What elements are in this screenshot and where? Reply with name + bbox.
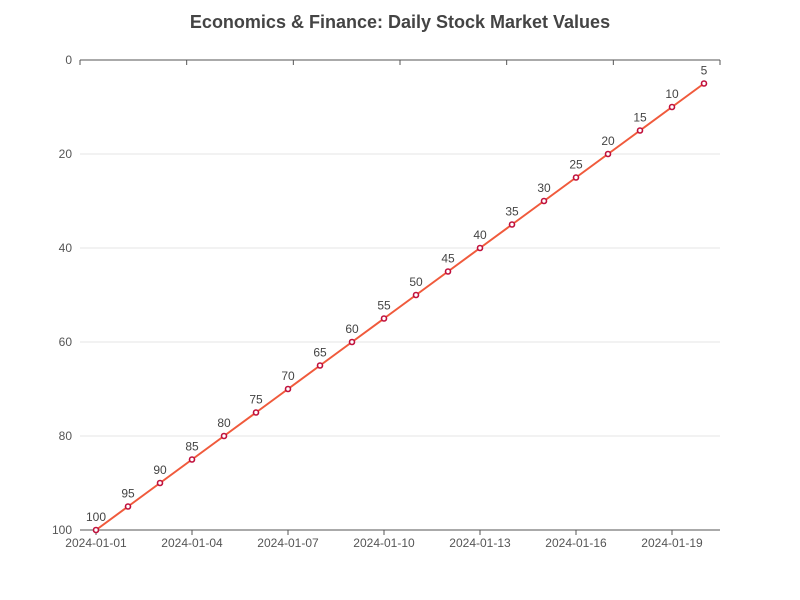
data-point [476,244,484,252]
data-label: 35 [505,205,519,219]
data-point [284,385,292,393]
data-point [124,503,132,510]
data-point [92,526,100,534]
data-point [668,103,676,111]
x-tick-label: 2024-01-10 [353,536,415,550]
data-point [316,362,324,369]
data-label: 95 [121,487,135,501]
data-point [348,338,356,346]
chart-title: Economics & Finance: Daily Stock Market … [190,12,610,32]
data-label: 55 [377,299,391,313]
data-label: 70 [281,369,295,383]
y-tick-label: 100 [52,523,72,537]
x-tick-label: 2024-01-13 [449,536,511,550]
data-label: 75 [249,393,263,407]
data-label: 100 [86,510,106,524]
data-label: 90 [153,463,167,477]
data-point [380,315,388,322]
y-tick-label: 20 [59,147,73,161]
data-point [412,291,420,299]
data-labels: 100 95 90 85 80 75 70 65 60 55 50 45 40 35 30 25 20 15 10 5 [86,64,708,525]
data-point [508,221,516,228]
y-tick-label: 60 [59,335,73,349]
data-label: 45 [441,252,455,266]
data-point [156,479,164,487]
x-tick-label: 2024-01-16 [545,536,607,550]
x-tick-label: 2024-01-19 [641,536,703,550]
y-tick-label: 40 [59,241,73,255]
data-label: 40 [473,228,487,242]
x-tick-label: 2024-01-07 [257,536,319,550]
series-line [95,82,705,531]
y-tick-label: 0 [65,53,72,67]
data-label: 10 [665,87,679,101]
data-label: 25 [569,158,583,172]
data-point [252,409,260,416]
data-label: 65 [313,346,327,360]
data-point [636,127,644,134]
x-tick-label: 2024-01-01 [65,536,127,550]
y-tick-label: 80 [59,429,73,443]
gridlines [80,153,720,531]
data-label: 60 [345,322,359,336]
data-label: 30 [537,181,551,195]
data-point [188,456,196,463]
data-point [572,174,580,181]
axes [79,59,721,535]
data-point [444,268,452,275]
data-label: 15 [633,111,647,125]
series-layer [92,80,708,534]
data-label: 50 [409,275,423,289]
data-label: 5 [701,64,708,78]
data-label: 80 [217,416,231,430]
data-point [540,197,548,205]
data-label: 20 [601,134,615,148]
data-point [700,80,708,87]
x-tick-label: 2024-01-04 [161,536,223,550]
data-point [220,432,228,440]
data-point [604,150,612,158]
data-label: 85 [185,440,199,454]
